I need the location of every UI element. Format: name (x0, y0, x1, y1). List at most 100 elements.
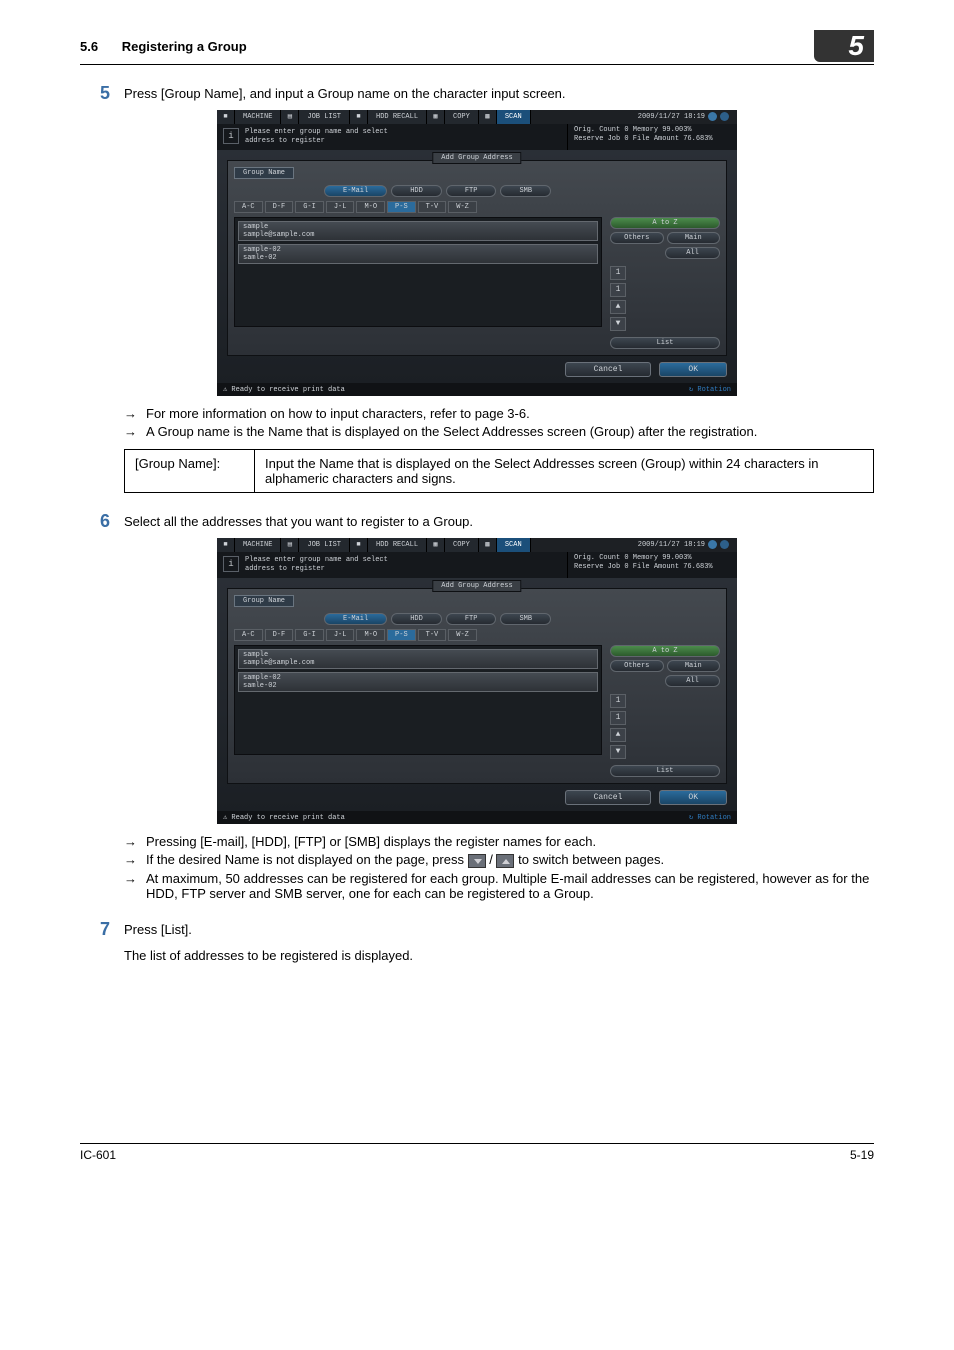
step-number: 6 (80, 511, 110, 532)
pill-ftp[interactable]: FTP (446, 185, 497, 197)
cancel-button[interactable]: Cancel (565, 790, 652, 805)
tab-copy[interactable]: COPY (445, 538, 479, 552)
list-item[interactable]: samplesample@sample.com (238, 649, 598, 669)
arrow-icon: → (124, 834, 146, 849)
hdd-icon[interactable]: ■ (350, 538, 368, 552)
others-button[interactable]: Others (610, 660, 664, 672)
tab-joblist[interactable]: JOB LIST (299, 110, 350, 124)
counters: Orig. Count 0 Memory 99.003%Reserve Job … (567, 124, 737, 150)
alpha-tab[interactable]: T-V (418, 629, 447, 641)
bullet-text: A Group name is the Name that is display… (146, 424, 874, 439)
hdd-icon[interactable]: ■ (350, 110, 368, 124)
panel-screenshot: ■ MACHINE ▤ JOB LIST ■ HDD RECALL ▦ COPY… (217, 110, 737, 396)
alpha-tab[interactable]: W-Z (448, 629, 477, 641)
alpha-tab[interactable]: M-O (356, 201, 385, 213)
tab-scan[interactable]: SCAN (497, 538, 531, 552)
bullet-text: If the desired Name is not displayed on … (146, 852, 874, 868)
alpha-tab[interactable]: G-I (295, 629, 324, 641)
tab-hddrecall[interactable]: HDD RECALL (368, 110, 427, 124)
joblist-icon[interactable]: ▤ (281, 538, 299, 552)
clock-text: 2009/11/27 18:19 (630, 538, 737, 552)
alpha-tab[interactable]: J-L (326, 201, 355, 213)
alpha-tab[interactable]: A-C (234, 201, 263, 213)
step-text: Press [List]. (124, 919, 874, 937)
group-name-button[interactable]: Group Name (234, 167, 294, 179)
section-header: 5.6 Registering a Group (80, 39, 247, 54)
copy-icon[interactable]: ▦ (427, 110, 445, 124)
main-button[interactable]: Main (667, 232, 721, 244)
alpha-tab[interactable]: P-S (387, 201, 416, 213)
tab-scan[interactable]: SCAN (497, 110, 531, 124)
main-button[interactable]: Main (667, 660, 721, 672)
page-down-button[interactable]: ▼ (610, 745, 626, 759)
atoz-button[interactable]: A to Z (610, 217, 720, 229)
pill-ftp[interactable]: FTP (446, 613, 497, 625)
rotation-indicator: ↻ Rotation (689, 385, 731, 394)
page-up-button[interactable]: ▲ (610, 300, 626, 314)
tab-machine[interactable]: MACHINE (235, 538, 281, 552)
address-list: samplesample@sample.com sample-02samle-02 (234, 217, 602, 327)
clock-text: 2009/11/27 18:19 (630, 110, 737, 124)
list-button[interactable]: List (610, 765, 720, 777)
cancel-button[interactable]: Cancel (565, 362, 652, 377)
info-icon: i (223, 556, 239, 572)
copy-icon[interactable]: ▦ (427, 538, 445, 552)
bullet-post: to switch between pages. (518, 852, 664, 867)
bullet-pre: If the desired Name is not displayed on … (146, 852, 468, 867)
others-button[interactable]: Others (610, 232, 664, 244)
machine-icon[interactable]: ■ (217, 538, 235, 552)
pill-email[interactable]: E-Mail (324, 185, 387, 197)
page-up-icon (496, 854, 514, 868)
list-item[interactable]: sample-02samle-02 (238, 244, 598, 264)
info-icon: i (223, 128, 239, 144)
table-cell-desc: Input the Name that is displayed on the … (255, 450, 874, 493)
tab-joblist[interactable]: JOB LIST (299, 538, 350, 552)
alpha-tab[interactable]: A-C (234, 629, 263, 641)
pill-smb[interactable]: SMB (500, 613, 551, 625)
alpha-tab[interactable]: T-V (418, 201, 447, 213)
ok-button[interactable]: OK (659, 362, 727, 377)
list-item[interactable]: samplesample@sample.com (238, 221, 598, 241)
section-number: 5.6 (80, 39, 98, 54)
tab-hddrecall[interactable]: HDD RECALL (368, 538, 427, 552)
tab-machine[interactable]: MACHINE (235, 110, 281, 124)
bullet-text: At maximum, 50 addresses can be register… (146, 871, 874, 901)
footer-left: IC-601 (80, 1148, 116, 1162)
alpha-tab[interactable]: M-O (356, 629, 385, 641)
joblist-icon[interactable]: ▤ (281, 110, 299, 124)
page-down-button[interactable]: ▼ (610, 317, 626, 331)
list-button[interactable]: List (610, 337, 720, 349)
section-title: Registering a Group (122, 39, 247, 54)
pill-hdd[interactable]: HDD (391, 613, 442, 625)
status-text: ⚠ Ready to receive print data (223, 385, 345, 394)
all-button[interactable]: All (665, 247, 720, 259)
pill-hdd[interactable]: HDD (391, 185, 442, 197)
all-button[interactable]: All (665, 675, 720, 687)
atoz-button[interactable]: A to Z (610, 645, 720, 657)
arrow-icon: → (124, 852, 146, 867)
alpha-tab[interactable]: P-S (387, 629, 416, 641)
info-message: Please enter group name and selectaddres… (245, 124, 567, 150)
alpha-tab[interactable]: D-F (265, 629, 294, 641)
pill-email[interactable]: E-Mail (324, 613, 387, 625)
ok-button[interactable]: OK (659, 790, 727, 805)
pill-smb[interactable]: SMB (500, 185, 551, 197)
arrow-icon: → (124, 871, 146, 886)
page-up-button[interactable]: ▲ (610, 728, 626, 742)
scan-icon[interactable]: ▩ (479, 110, 497, 124)
alpha-tab[interactable]: J-L (326, 629, 355, 641)
page-total: 1 (610, 711, 626, 725)
alpha-tab[interactable]: D-F (265, 201, 294, 213)
alpha-tab[interactable]: W-Z (448, 201, 477, 213)
scan-icon[interactable]: ▩ (479, 538, 497, 552)
panel-title: Add Group Address (432, 580, 521, 592)
address-list: samplesample@sample.com sample-02samle-02 (234, 645, 602, 755)
machine-icon[interactable]: ■ (217, 110, 235, 124)
list-item[interactable]: sample-02samle-02 (238, 672, 598, 692)
footer-right: 5-19 (850, 1148, 874, 1162)
status-text: ⚠ Ready to receive print data (223, 813, 345, 822)
alpha-tab[interactable]: G-I (295, 201, 324, 213)
tab-copy[interactable]: COPY (445, 110, 479, 124)
panel-screenshot: ■ MACHINE ▤ JOB LIST ■ HDD RECALL ▦ COPY… (217, 538, 737, 824)
group-name-button[interactable]: Group Name (234, 595, 294, 607)
